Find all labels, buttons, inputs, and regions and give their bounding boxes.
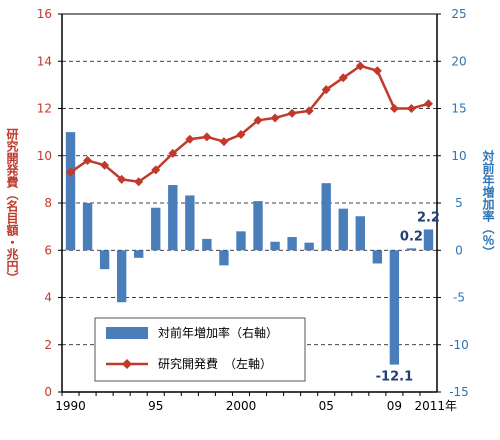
bar-1997 <box>185 195 195 251</box>
left-y-ticks: 0 2 4 6 8 10 12 14 16 <box>37 7 62 399</box>
left-y-tick-label: 8 <box>44 196 52 210</box>
line-point-2006 <box>338 73 348 83</box>
bar-1991 <box>82 203 93 251</box>
line-point-2008 <box>372 66 382 76</box>
left-y-tick-label: 10 <box>37 149 52 163</box>
bar-1992 <box>99 250 110 270</box>
line-point-1995 <box>151 165 161 175</box>
bar-1994 <box>134 250 144 258</box>
bar-1996 <box>168 185 178 251</box>
data-label-2010: 0.2 <box>400 229 423 244</box>
legend-line-marker <box>122 359 132 369</box>
bar-2008 <box>372 250 383 264</box>
right-y-tick-label: -15 <box>449 385 469 399</box>
line-point-1993 <box>117 174 127 184</box>
x-ticks: 1990 95 2000 05 09 2011年 <box>55 392 457 413</box>
bar-1990 <box>65 132 76 251</box>
x-tick-label: 09 <box>387 399 402 413</box>
bar-1993 <box>116 250 127 303</box>
x-tick-label: 1990 <box>55 399 86 413</box>
bar-2004 <box>304 242 314 251</box>
bar-1995 <box>151 207 161 251</box>
line-point-2009 <box>389 104 399 113</box>
x-tick-label: 05 <box>319 399 334 413</box>
line-point-2005 <box>321 85 331 95</box>
line-point-2010 <box>406 104 416 113</box>
legend-line-label: 研究開発費 （左軸） <box>158 356 272 371</box>
right-y-tick-label: 25 <box>451 7 466 21</box>
bar-2009 <box>389 250 400 365</box>
line-point-1999 <box>219 137 229 147</box>
bar-1998 <box>202 238 212 251</box>
line-point-2000 <box>236 129 246 139</box>
left-y-axis-title: 研究開発費（名目額・兆円） <box>5 128 19 284</box>
line-path <box>69 64 429 184</box>
left-y-tick-label: 4 <box>44 291 52 305</box>
bar-2010 <box>406 248 417 251</box>
bar-2002 <box>270 241 280 251</box>
x-tick-label: 95 <box>148 399 163 413</box>
left-y-tick-label: 16 <box>37 7 52 21</box>
right-y-tick-label: -10 <box>449 338 469 352</box>
line-point-1992 <box>100 160 110 170</box>
left-y-tick-label: 14 <box>37 54 52 68</box>
line-point-2011 <box>423 99 433 109</box>
line-point-2004 <box>304 106 314 116</box>
line-series <box>66 61 433 187</box>
legend: 対前年増加率（右軸） 研究開発費 （左軸） <box>94 317 306 382</box>
line-point-2001 <box>253 115 263 125</box>
line-point-1994 <box>134 177 144 187</box>
data-labels: -12.1 0.2 2.2 <box>376 210 440 384</box>
line-point-1996 <box>168 148 178 158</box>
bar-2006 <box>338 208 348 251</box>
x-tick-label: 2011年 <box>414 399 457 413</box>
line-point-2003 <box>287 108 297 118</box>
bar-2003 <box>287 237 297 251</box>
bar-2011 <box>423 229 434 251</box>
data-label-2011: 2.2 <box>417 210 440 225</box>
bar-2005 <box>321 183 331 251</box>
right-y-tick-label: -5 <box>453 291 465 305</box>
right-y-tick-label: 15 <box>451 102 466 116</box>
line-point-2007 <box>355 61 365 71</box>
right-y-axis-title: 対前年増加率（％） <box>481 149 495 258</box>
right-y-tick-label: 20 <box>451 54 466 68</box>
line-point-1997 <box>185 134 195 144</box>
line-point-1990 <box>66 167 76 177</box>
bar-2000 <box>236 231 246 251</box>
bar-2007 <box>355 216 365 251</box>
right-y-tick-label: 5 <box>455 196 463 210</box>
line-point-1998 <box>202 132 212 142</box>
x-tick-label: 2000 <box>226 399 257 413</box>
legend-bar-swatch <box>106 327 148 339</box>
right-y-tick-label: 10 <box>451 149 466 163</box>
data-label-2009: -12.1 <box>376 370 413 385</box>
right-y-ticks: -15 -10 -5 0 5 10 15 20 25 <box>437 7 469 399</box>
right-y-tick-label: 0 <box>455 243 463 257</box>
legend-bar-label: 対前年増加率（右軸） <box>158 325 278 340</box>
left-y-tick-label: 6 <box>44 243 52 257</box>
bars-series <box>65 132 434 365</box>
bar-2001 <box>253 201 263 251</box>
left-y-tick-label: 12 <box>37 102 52 116</box>
bar-1999 <box>219 250 229 266</box>
left-y-tick-label: 0 <box>44 385 52 399</box>
left-y-tick-label: 2 <box>44 338 52 352</box>
line-point-1991 <box>83 155 93 165</box>
line-point-2002 <box>270 113 280 123</box>
